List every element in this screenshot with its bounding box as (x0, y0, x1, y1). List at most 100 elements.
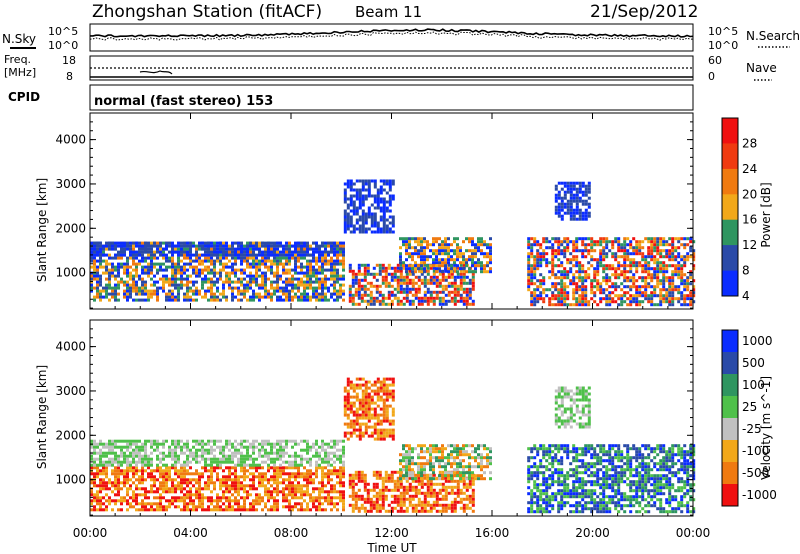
echo-cell (144, 508, 147, 512)
echo-cell (539, 273, 543, 277)
echo-cell (93, 244, 96, 248)
echo-cell (141, 499, 144, 503)
echo-cell (414, 246, 417, 250)
echo-cell (192, 280, 195, 284)
echo-cell (587, 237, 591, 241)
echo-cell (352, 431, 356, 435)
echo-cell (210, 271, 213, 275)
echo-cell (267, 457, 270, 461)
echo-cell (219, 244, 222, 248)
echo-cell (563, 190, 567, 194)
echo-cell (647, 300, 651, 304)
echo-cell (162, 496, 165, 500)
echo-cell (376, 194, 380, 198)
echo-cell (632, 237, 636, 241)
echo-cell (373, 389, 377, 393)
echo-cell (545, 240, 549, 244)
echo-cell (129, 451, 132, 455)
echo-cell (662, 261, 666, 265)
echo-cell (321, 268, 324, 272)
echo-cell (276, 508, 279, 512)
echo-cell (364, 218, 368, 222)
echo-cell (668, 282, 672, 286)
echo-cell (542, 300, 546, 304)
echo-cell (303, 295, 306, 299)
echo-cell (144, 448, 147, 452)
echo-cell (270, 292, 273, 296)
echo-cell (162, 256, 165, 260)
echo-cell (581, 249, 585, 253)
echo-cell (138, 481, 141, 485)
echo-cell (90, 481, 93, 485)
echo-cell (432, 299, 436, 303)
echo-cell (456, 264, 459, 268)
echo-cell (279, 298, 282, 302)
echo-cell (557, 249, 561, 253)
echo-cell (150, 475, 153, 479)
echo-cell (222, 496, 225, 500)
echo-cell (474, 246, 477, 250)
echo-cell (373, 422, 377, 426)
echo-cell (156, 262, 159, 266)
echo-cell (255, 499, 258, 503)
echo-cell (237, 457, 240, 461)
echo-cell (339, 289, 342, 293)
echo-cell (234, 259, 237, 263)
echo-cell (297, 508, 300, 512)
echo-cell (282, 250, 285, 254)
echo-cell (90, 256, 93, 260)
echo-cell (530, 294, 534, 298)
echo-cell (330, 469, 333, 473)
echo-cell (560, 261, 564, 265)
echo-cell (378, 299, 382, 303)
echo-cell (273, 286, 276, 290)
echo-cell (557, 237, 561, 241)
echo-cell (408, 272, 412, 276)
echo-cell (429, 264, 432, 268)
echo-cell (123, 289, 126, 293)
echo-cell (560, 249, 564, 253)
echo-cell (375, 272, 379, 276)
echo-cell (192, 271, 195, 275)
echo-cell (363, 290, 367, 294)
echo-cell (273, 289, 276, 293)
echo-cell (198, 478, 201, 482)
echo-cell (165, 256, 168, 260)
echo-cell (527, 279, 531, 283)
echo-cell (174, 487, 177, 491)
echo-cell (569, 282, 573, 286)
echo-cell (135, 463, 138, 467)
echo-cell (123, 445, 126, 449)
echo-cell (557, 276, 561, 280)
echo-cell (252, 277, 255, 281)
echo-cell (90, 472, 93, 476)
echo-cell (379, 395, 383, 399)
echo-cell (590, 264, 594, 268)
echo-cell (99, 442, 102, 446)
echo-cell (462, 290, 466, 294)
echo-cell (273, 499, 276, 503)
echo-cell (426, 287, 430, 291)
echo-cell (382, 386, 386, 390)
echo-cell (162, 442, 165, 446)
echo-cell (297, 241, 300, 245)
echo-cell (441, 272, 445, 276)
echo-cell (590, 249, 594, 253)
echo-cell (135, 253, 138, 257)
echo-cell (300, 454, 303, 458)
echo-cell (315, 241, 318, 245)
echo-cell (650, 246, 654, 250)
echo-cell (560, 300, 564, 304)
echo-cell (417, 240, 420, 244)
echo-cell (363, 278, 367, 282)
echo-cell (285, 292, 288, 296)
echo-cell (147, 457, 150, 461)
echo-cell (216, 286, 219, 290)
echo-cell (572, 276, 576, 280)
echo-cell (150, 289, 153, 293)
echo-cell (192, 457, 195, 461)
echo-cell (108, 256, 111, 260)
echo-cell (162, 487, 165, 491)
echo-cell (474, 270, 477, 274)
echo-cell (144, 457, 147, 461)
